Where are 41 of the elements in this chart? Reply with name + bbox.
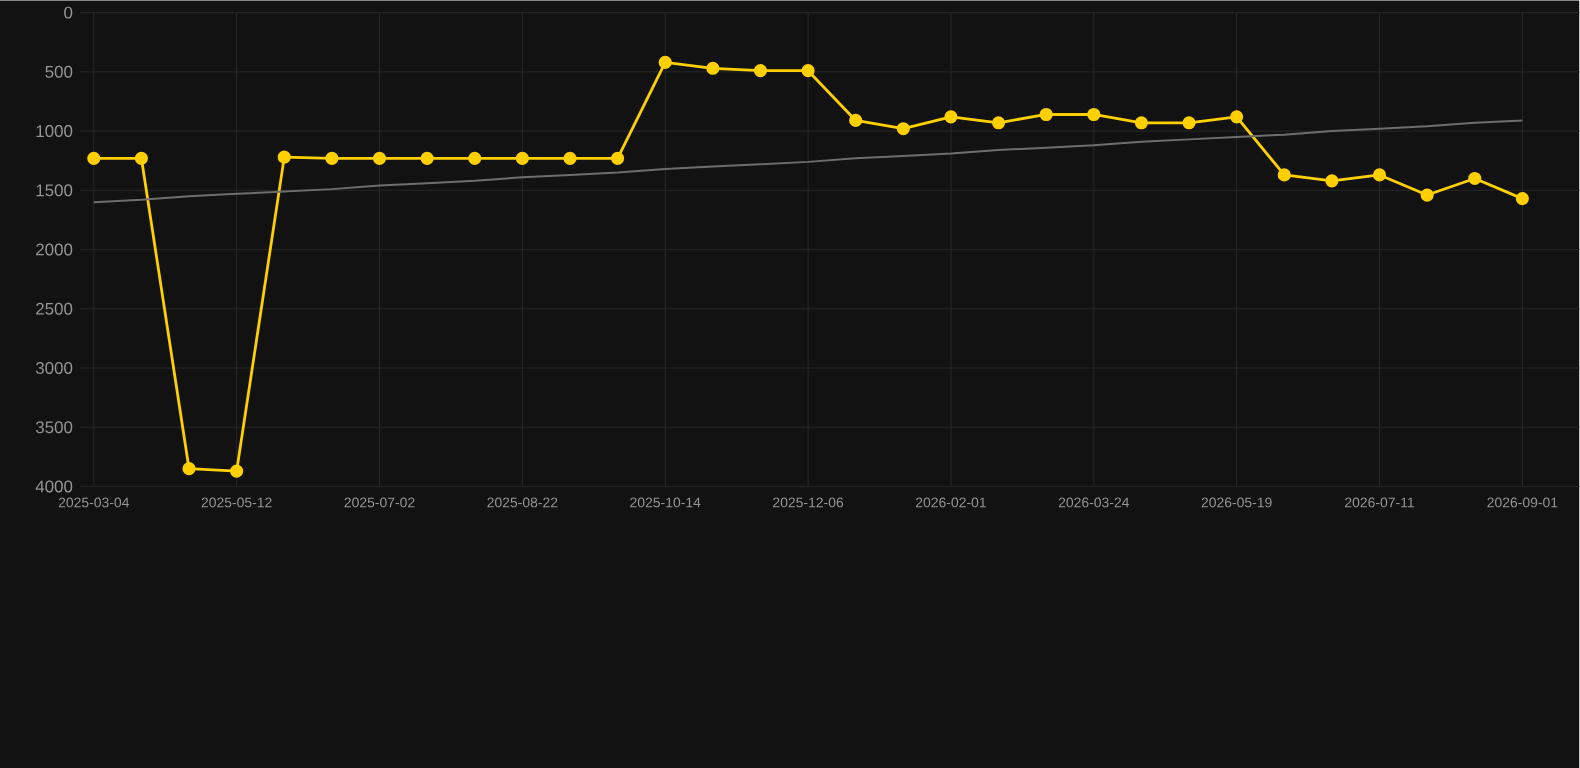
point	[1468, 171, 1482, 185]
point	[1039, 107, 1053, 121]
y-tick-label: 2500	[36, 302, 73, 315]
point	[420, 151, 434, 165]
point	[944, 110, 958, 124]
point	[1420, 188, 1434, 202]
y-tick-label: 1000	[36, 124, 73, 137]
y-tick-label: 500	[45, 65, 73, 78]
point	[1230, 110, 1244, 124]
point	[134, 151, 148, 165]
point	[706, 61, 720, 75]
y-tick-label: 4000	[35, 480, 73, 493]
point	[849, 113, 863, 127]
point	[1134, 116, 1148, 130]
point	[1277, 168, 1291, 182]
point	[1515, 191, 1529, 205]
point	[896, 121, 910, 136]
point	[801, 63, 815, 78]
point	[1372, 168, 1387, 182]
point	[991, 116, 1006, 130]
point	[611, 151, 625, 165]
point	[515, 151, 529, 165]
point	[753, 63, 768, 78]
y-tick-label: 1500	[36, 184, 73, 197]
y-tick-label: 2000	[36, 243, 73, 256]
point	[1087, 107, 1101, 121]
point	[563, 151, 577, 165]
y-tick-label: 0	[64, 6, 73, 19]
y-tick-label: 3000	[35, 361, 73, 374]
point	[230, 464, 244, 478]
point	[87, 151, 101, 165]
point	[468, 151, 482, 165]
point	[658, 55, 672, 69]
point	[277, 150, 291, 164]
point	[325, 151, 339, 165]
point	[372, 151, 387, 165]
point	[1325, 174, 1339, 188]
point	[1182, 116, 1196, 130]
line-series	[92, 119, 1524, 203]
point	[182, 461, 196, 476]
y-tick-label: 3500	[35, 421, 73, 434]
